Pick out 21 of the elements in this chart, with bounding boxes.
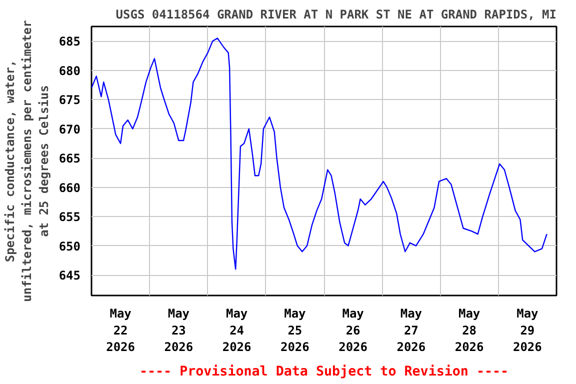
line-series	[92, 38, 548, 270]
x-tick-label: May 26 2026	[338, 306, 368, 354]
y-tick-label: 660	[58, 180, 81, 195]
x-tick-label: May 24 2026	[222, 306, 252, 354]
x-tick-label: May 29 2026	[512, 306, 542, 354]
y-tick-label: 655	[58, 210, 81, 224]
y-tick-label: 685	[58, 34, 81, 49]
x-tick-label: May 23 2026	[164, 306, 194, 354]
y-tick-label: 645	[58, 268, 81, 283]
y-axis-title: Specific conductance, water, unfiltered, microsiemens per centimeter at 25 degrees Celsius	[3, 20, 51, 302]
x-tick-label: May 25 2026	[280, 306, 310, 354]
text: ---- Provisional Data Subject to Revision ----	[139, 364, 509, 380]
y-tick-label: 680	[58, 64, 81, 78]
x-tick-label: May 28 2026	[454, 306, 484, 354]
x-tick-label: May 22 2026	[106, 306, 136, 354]
y-tick-label: 665	[58, 152, 81, 166]
x-tick-label: May 27 2026	[396, 306, 426, 354]
y-tick-label: 675	[58, 93, 81, 108]
y-tick-label: 650	[58, 239, 81, 254]
y-tick-label: 670	[58, 122, 81, 136]
chart-title: USGS 04118564 GRAND RIVER AT N PARK ST NE AT GRAND RAPIDS, MI	[116, 8, 556, 22]
